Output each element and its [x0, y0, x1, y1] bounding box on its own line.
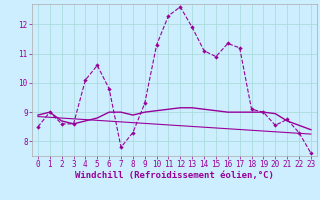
X-axis label: Windchill (Refroidissement éolien,°C): Windchill (Refroidissement éolien,°C)	[75, 171, 274, 180]
